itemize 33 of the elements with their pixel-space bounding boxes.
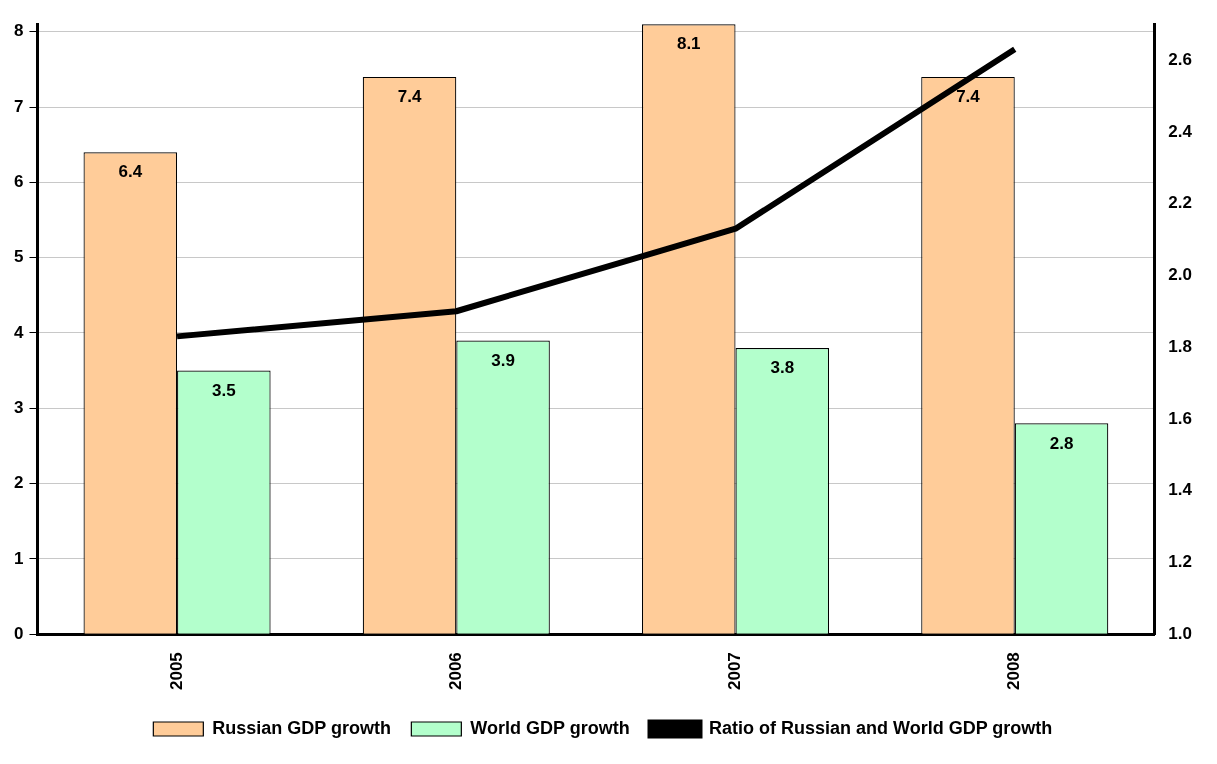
y2-tick-label: 2.6	[1168, 49, 1193, 69]
y2-tick-label: 2.0	[1168, 265, 1193, 285]
legend-label: Ratio of Russian and World GDP growth	[709, 717, 1053, 738]
y2-tick-label: 1.0	[1168, 623, 1193, 643]
x-tick-label: 2006	[445, 652, 465, 691]
y2-tick-label: 1.6	[1168, 408, 1193, 428]
data-label: 2.8	[1049, 433, 1074, 453]
y-tick-label: 3	[13, 397, 24, 417]
y2-tick-label: 1.2	[1168, 552, 1193, 572]
data-label: 3.5	[212, 380, 236, 400]
y2-tick-label: 2.2	[1168, 193, 1193, 213]
y-tick-label: 5	[13, 247, 24, 267]
y-tick-label: 6	[13, 172, 24, 192]
legend-label: World GDP growth	[470, 717, 630, 738]
x-tick-label: 2008	[1004, 652, 1024, 691]
data-label: 8.1	[676, 34, 701, 54]
data-label: 7.4	[956, 87, 981, 107]
legend-label: Russian GDP growth	[212, 717, 392, 738]
x-tick-label: 2007	[725, 652, 745, 691]
y-tick-label: 0	[13, 623, 24, 643]
y2-tick-label: 1.4	[1168, 480, 1193, 500]
data-label: 3.9	[491, 350, 515, 370]
y-tick-label: 7	[13, 96, 24, 116]
y2-tick-label: 1.8	[1168, 336, 1193, 356]
data-label: 6.4	[118, 162, 143, 182]
data-label: 7.4	[397, 87, 422, 107]
data-label: 3.8	[770, 358, 795, 378]
y2-tick-label: 2.4	[1168, 121, 1193, 141]
y-tick-label: 8	[13, 21, 24, 41]
x-tick-label: 2005	[166, 652, 186, 691]
y-tick-label: 4	[13, 322, 24, 342]
y-tick-label: 2	[13, 473, 24, 493]
y-tick-label: 1	[13, 548, 24, 568]
